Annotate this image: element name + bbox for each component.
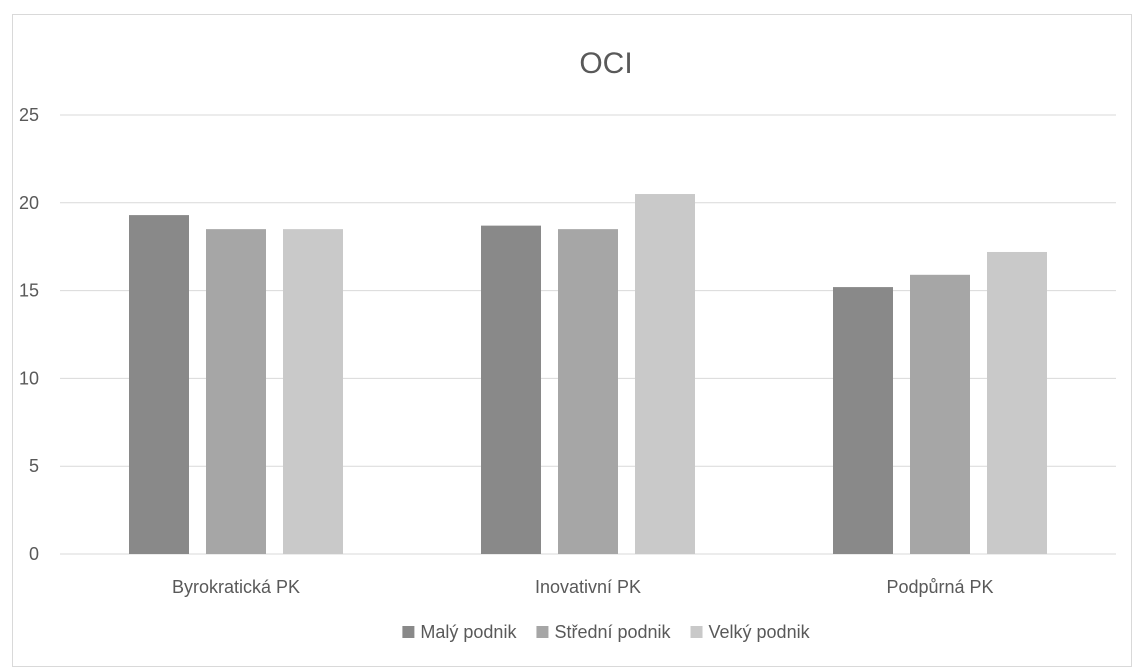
bar bbox=[833, 287, 893, 554]
legend-label: Velký podnik bbox=[709, 622, 811, 642]
bar bbox=[206, 229, 266, 554]
bar bbox=[910, 274, 970, 554]
legend-item: Malý podnik bbox=[402, 622, 517, 642]
legend-item: Střední podnik bbox=[536, 622, 672, 642]
y-tick-label: 25 bbox=[19, 105, 39, 125]
legend: Malý podnik Střední podnik Velký podnik bbox=[402, 622, 811, 642]
legend-label: Malý podnik bbox=[420, 622, 517, 642]
bar-chart: OCI 0 5 10 15 20 25 Byrokratická PK Inovativní… bbox=[19, 47, 1116, 642]
y-tick-label: 20 bbox=[19, 193, 39, 213]
legend-swatch bbox=[690, 626, 703, 638]
y-tick-label: 5 bbox=[29, 456, 39, 476]
y-tick-label: 10 bbox=[19, 368, 39, 388]
bar bbox=[635, 194, 695, 554]
chart-title: OCI bbox=[579, 47, 632, 80]
x-axis: Byrokratická PK Inovativní PK Podpůrná PK bbox=[172, 577, 994, 597]
bars bbox=[129, 194, 1047, 555]
legend-swatch bbox=[402, 626, 415, 638]
y-tick-label: 0 bbox=[29, 544, 39, 564]
category-label: Inovativní PK bbox=[535, 577, 641, 597]
y-tick-label: 15 bbox=[19, 281, 39, 301]
bar bbox=[987, 251, 1047, 554]
bar bbox=[283, 229, 343, 554]
bar bbox=[558, 229, 618, 554]
category-label: Byrokratická PK bbox=[172, 577, 300, 597]
legend-item: Velký podnik bbox=[690, 622, 811, 642]
legend-swatch bbox=[536, 626, 549, 638]
chart-frame: OCI 0 5 10 15 20 25 Byrokratická PK Inovativní… bbox=[12, 14, 1132, 667]
bar bbox=[129, 215, 189, 555]
y-axis-ticks: 0 5 10 15 20 25 bbox=[19, 105, 39, 564]
bar bbox=[481, 225, 541, 555]
legend-label: Střední podnik bbox=[554, 622, 671, 642]
category-label: Podpůrná PK bbox=[886, 577, 993, 597]
